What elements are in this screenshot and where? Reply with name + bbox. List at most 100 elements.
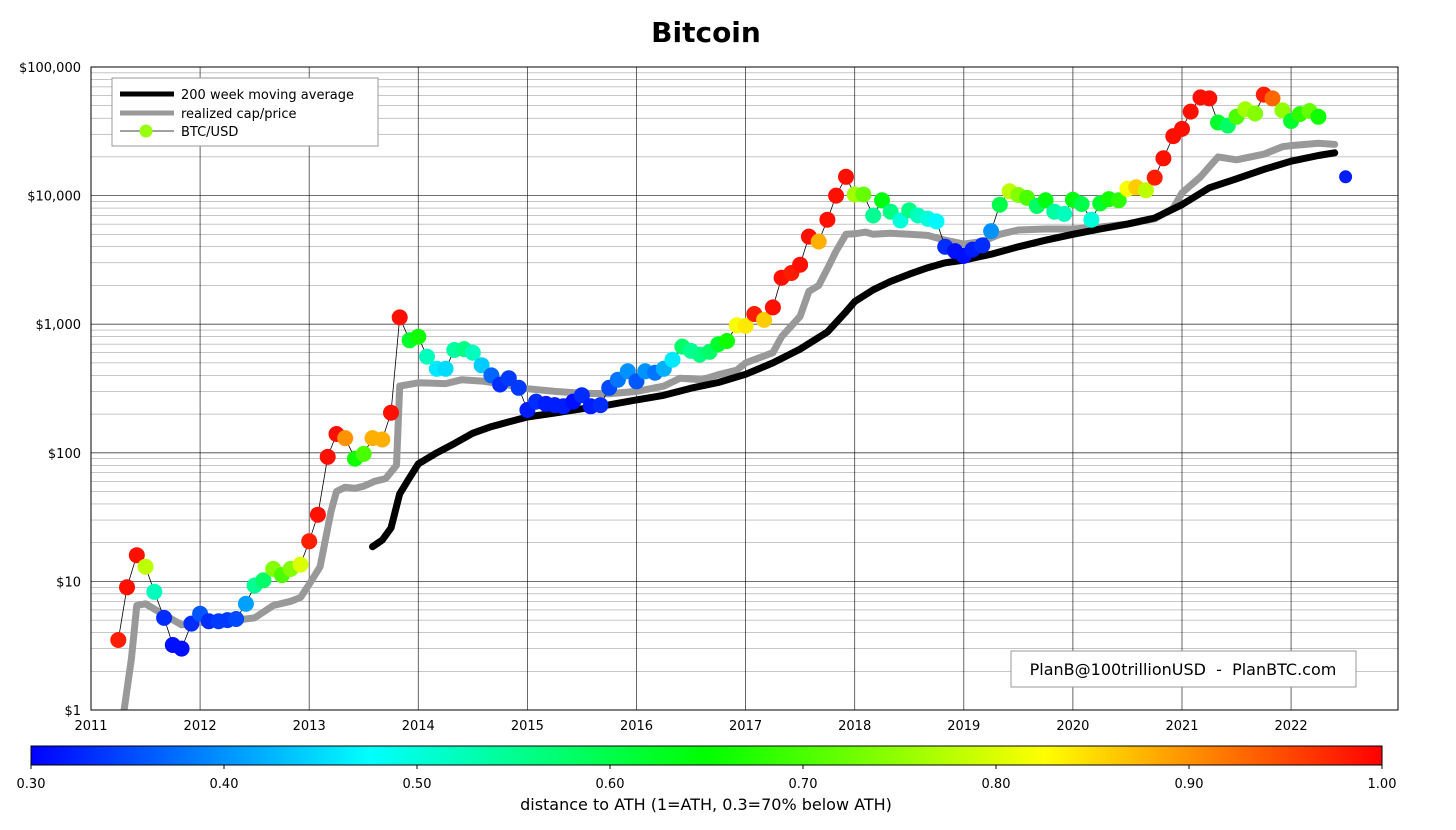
credit-frame	[1010, 650, 1357, 688]
btc-usd-point	[664, 351, 681, 368]
btc-usd-point	[110, 632, 127, 648]
btc-usd-point	[355, 445, 372, 462]
x-tick-label: 2018	[838, 719, 871, 734]
btc-usd-points	[110, 86, 1353, 657]
legend-swatch-btc-marker	[139, 124, 153, 138]
btc-usd-point	[337, 430, 354, 447]
btc-usd-point	[764, 299, 781, 316]
btc-usd-point	[237, 595, 254, 612]
btc-usd-point	[228, 611, 245, 627]
credit-text: PlanB@100trillionUSD - PlanBTC.com	[1030, 660, 1337, 679]
y-axis: $1 $10 $100 $1,000 $10,000 $100,000	[19, 61, 81, 719]
x-tick-label: 2013	[293, 719, 326, 734]
y-tick-label: $100	[48, 447, 81, 462]
x-tick-label: 2021	[1165, 719, 1198, 734]
btc-usd-point	[1182, 103, 1199, 120]
colorbar-tick-label: 0.60	[596, 777, 625, 792]
btc-usd-point	[1310, 108, 1327, 125]
ma-200w-line	[369, 149, 1339, 551]
btc-usd-point	[1110, 192, 1127, 209]
x-tick-label: 2015	[511, 719, 544, 734]
btc-usd-point	[974, 237, 991, 254]
x-axis: 2011 2012 2013 2014 2015 2016 2017 2018 2019 2020…	[74, 719, 1307, 734]
btc-usd-point	[473, 357, 490, 374]
btc-usd-point	[1174, 120, 1190, 137]
x-tick-label: 2019	[947, 719, 980, 734]
btc-usd-point	[756, 311, 773, 328]
btc-usd-point	[410, 328, 427, 345]
colorbar-tick-label: 0.30	[17, 777, 46, 792]
colorbar-tick-label: 0.50	[403, 777, 432, 792]
colorbar-tick-label: 0.80	[982, 777, 1011, 792]
btc-usd-point	[983, 223, 1000, 240]
y-tick-label: $10	[56, 575, 81, 590]
btc-usd-point	[437, 360, 454, 377]
btc-usd-point	[1073, 196, 1090, 212]
btc-usd-point	[573, 387, 590, 404]
btc-usd-point	[383, 404, 399, 421]
colorbar-tick-label: 0.90	[1175, 777, 1204, 792]
btc-usd-point	[391, 309, 408, 326]
colorbar-label: distance to ATH (1=ATH, 0.3=70% below AT…	[520, 795, 892, 814]
btc-usd-point	[146, 583, 163, 600]
x-tick-label: 2022	[1275, 719, 1308, 734]
y-tick-label: $1,000	[36, 318, 82, 333]
x-tick-label: 2016	[620, 719, 653, 734]
btc-usd-point	[1138, 182, 1154, 199]
btc-usd-point	[374, 431, 391, 448]
x-tick-label: 2011	[74, 719, 107, 734]
colorbar-tick-label: 0.70	[789, 777, 818, 792]
btc-usd-point	[1247, 105, 1264, 122]
x-tick-label: 2014	[402, 719, 435, 734]
btc-usd-point	[1083, 211, 1100, 228]
plot-frame	[90, 66, 1399, 711]
btc-usd-point	[1339, 170, 1353, 184]
y-tick-label: $1	[64, 704, 81, 719]
colorbar-tick-label: 0.40	[210, 777, 239, 792]
series-lines	[120, 139, 1339, 710]
colorbar	[30, 745, 1383, 766]
btc-usd-point	[301, 533, 318, 550]
btc-usd-point	[128, 547, 145, 564]
btc-usd-point	[309, 506, 326, 523]
btc-usd-point	[510, 379, 527, 396]
btc-usd-point	[1037, 192, 1054, 209]
btc-usd-point	[156, 609, 173, 626]
btc-usd-point	[173, 640, 190, 657]
btc-usd-point	[874, 192, 890, 209]
btc-usd-point	[1201, 90, 1218, 107]
credit-box: PlanB@100trillionUSD - PlanBTC.com	[1010, 650, 1357, 688]
btc-usd-point	[865, 207, 882, 224]
btc-usd-point	[1056, 205, 1073, 222]
btc-usd-point	[928, 213, 945, 230]
btc-usd-point	[592, 397, 609, 414]
y-tick-label: $10,000	[27, 190, 81, 205]
btc-usd-point	[1264, 90, 1281, 107]
legend: 200 week moving average realized cap/pri…	[111, 77, 379, 147]
btc-usd-point	[1155, 150, 1172, 167]
btc-usd-point	[319, 448, 336, 465]
x-tick-label: 2020	[1056, 719, 1089, 734]
btc-usd-point	[119, 579, 135, 596]
btc-usd-point	[819, 211, 836, 228]
legend-label-btc: BTC/USD	[181, 125, 238, 140]
btc-usd-point	[419, 348, 435, 365]
x-tick-label: 2012	[184, 719, 217, 734]
y-tick-label: $100,000	[19, 61, 81, 76]
btc-usd-point	[292, 556, 309, 573]
btc-usd-point	[792, 256, 809, 273]
btc-usd-point	[500, 370, 517, 387]
btc-usd-point	[838, 168, 854, 185]
colorbar-tick-label: 1.00	[1368, 777, 1397, 792]
legend-label-realized: realized cap/price	[181, 107, 297, 122]
chart-title: Bitcoin	[651, 16, 761, 49]
plot-area	[91, 67, 1398, 710]
colorbar-ticks: 0.30 0.40 0.50 0.60 0.70 0.80 0.90 1.00	[17, 765, 1397, 792]
btc-usd-point	[1146, 169, 1163, 186]
btc-usd-point	[828, 187, 845, 204]
legend-label-ma: 200 week moving average	[181, 88, 354, 103]
btc-usd-point	[991, 196, 1008, 213]
btc-usd-point	[137, 558, 154, 575]
btc-usd-point	[737, 317, 754, 334]
